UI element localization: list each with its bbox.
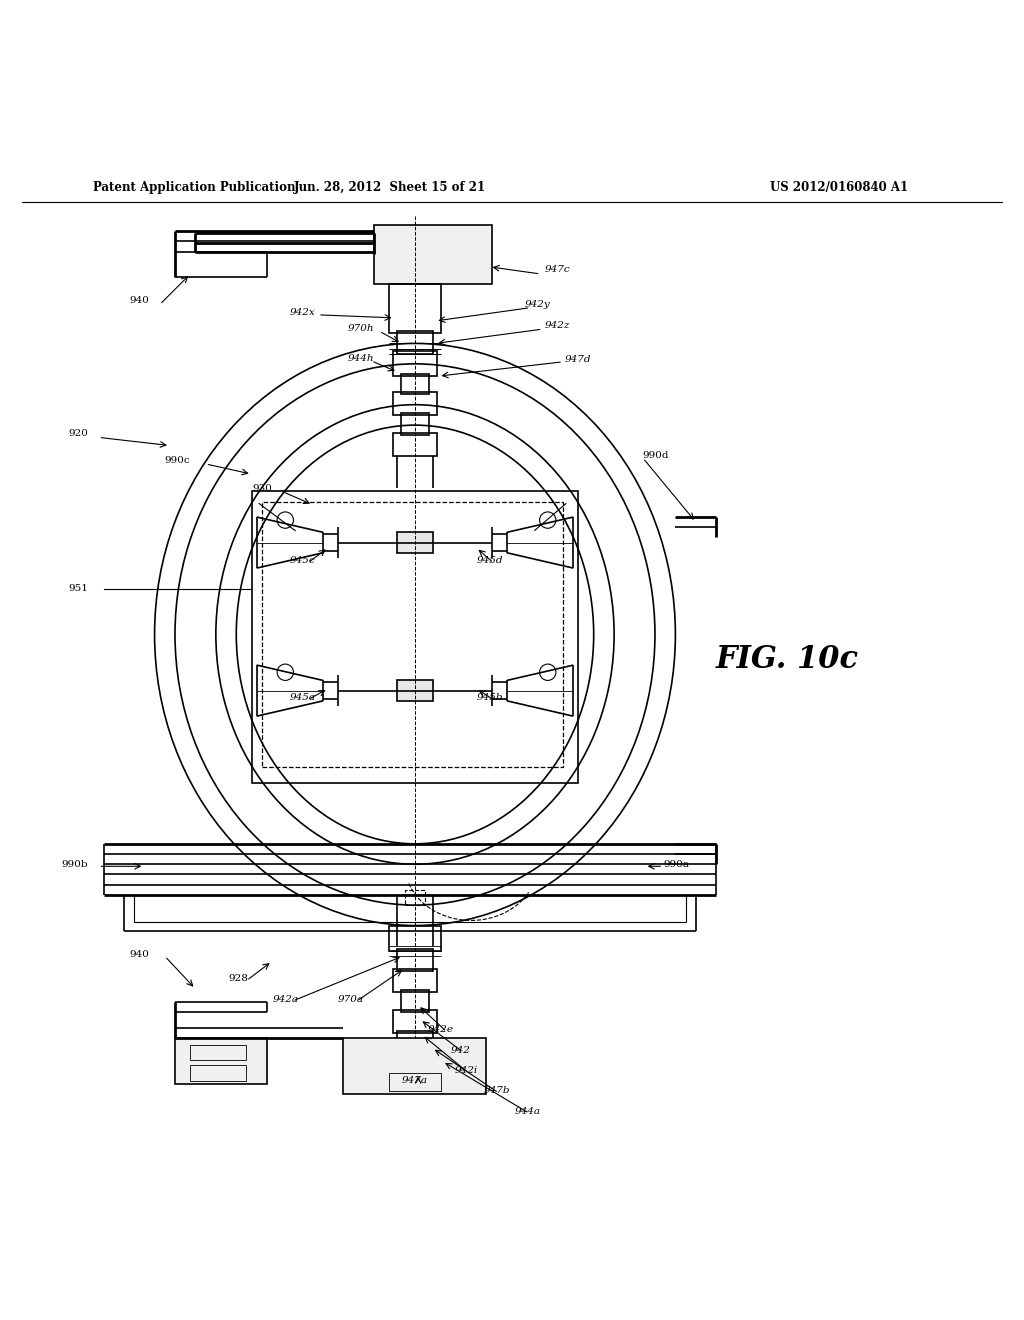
- Text: 970h: 970h: [347, 323, 374, 333]
- Bar: [389, 925, 440, 950]
- Text: 942x: 942x: [290, 309, 315, 317]
- Text: 940: 940: [130, 949, 150, 958]
- Bar: [374, 224, 492, 284]
- Text: 944a: 944a: [514, 1107, 541, 1115]
- Text: 990a: 990a: [664, 859, 689, 869]
- Bar: [396, 532, 433, 553]
- Text: 942y: 942y: [524, 300, 550, 309]
- Text: 928: 928: [228, 974, 248, 983]
- Text: 951: 951: [69, 583, 88, 593]
- Text: Jun. 28, 2012  Sheet 15 of 21: Jun. 28, 2012 Sheet 15 of 21: [294, 181, 485, 194]
- Bar: [389, 1073, 440, 1090]
- Text: Patent Application Publication: Patent Application Publication: [93, 181, 296, 194]
- Text: 942: 942: [451, 1045, 471, 1055]
- Bar: [389, 284, 440, 333]
- Bar: [396, 1031, 433, 1053]
- Text: 942e: 942e: [427, 1026, 454, 1034]
- Bar: [396, 331, 433, 354]
- Text: 947c: 947c: [545, 265, 570, 275]
- Bar: [343, 1038, 486, 1094]
- Text: 970a: 970a: [338, 994, 364, 1003]
- Text: 930: 930: [252, 484, 272, 492]
- Bar: [396, 949, 433, 972]
- Text: 944h: 944h: [347, 354, 374, 363]
- Text: 990c: 990c: [165, 457, 190, 466]
- Text: 947d: 947d: [565, 355, 592, 364]
- Text: 942i: 942i: [455, 1067, 477, 1074]
- Text: 945a: 945a: [290, 693, 315, 702]
- Text: 947b: 947b: [483, 1086, 510, 1096]
- Text: 990b: 990b: [61, 859, 88, 869]
- Bar: [190, 1065, 247, 1081]
- Text: US 2012/0160840 A1: US 2012/0160840 A1: [770, 181, 908, 194]
- Bar: [262, 502, 563, 767]
- Bar: [392, 392, 437, 414]
- Bar: [400, 990, 429, 1012]
- Bar: [190, 1045, 247, 1060]
- Text: 920: 920: [69, 429, 88, 438]
- Text: 947a: 947a: [402, 1076, 428, 1085]
- Bar: [392, 1010, 437, 1032]
- Bar: [252, 491, 579, 783]
- Text: 945c: 945c: [290, 557, 315, 565]
- Bar: [396, 680, 433, 701]
- Bar: [400, 374, 429, 395]
- Bar: [175, 1038, 267, 1084]
- Bar: [392, 969, 437, 991]
- Text: FIG. 10c: FIG. 10c: [716, 644, 859, 676]
- Bar: [392, 433, 437, 455]
- Text: 942z: 942z: [545, 321, 570, 330]
- Text: 990d: 990d: [643, 451, 670, 461]
- Bar: [400, 413, 429, 436]
- Text: 945b: 945b: [476, 693, 503, 702]
- Text: 940: 940: [130, 296, 150, 305]
- Bar: [392, 351, 437, 376]
- Text: 942a: 942a: [272, 994, 298, 1003]
- Bar: [404, 890, 425, 906]
- Text: 945d: 945d: [476, 557, 503, 565]
